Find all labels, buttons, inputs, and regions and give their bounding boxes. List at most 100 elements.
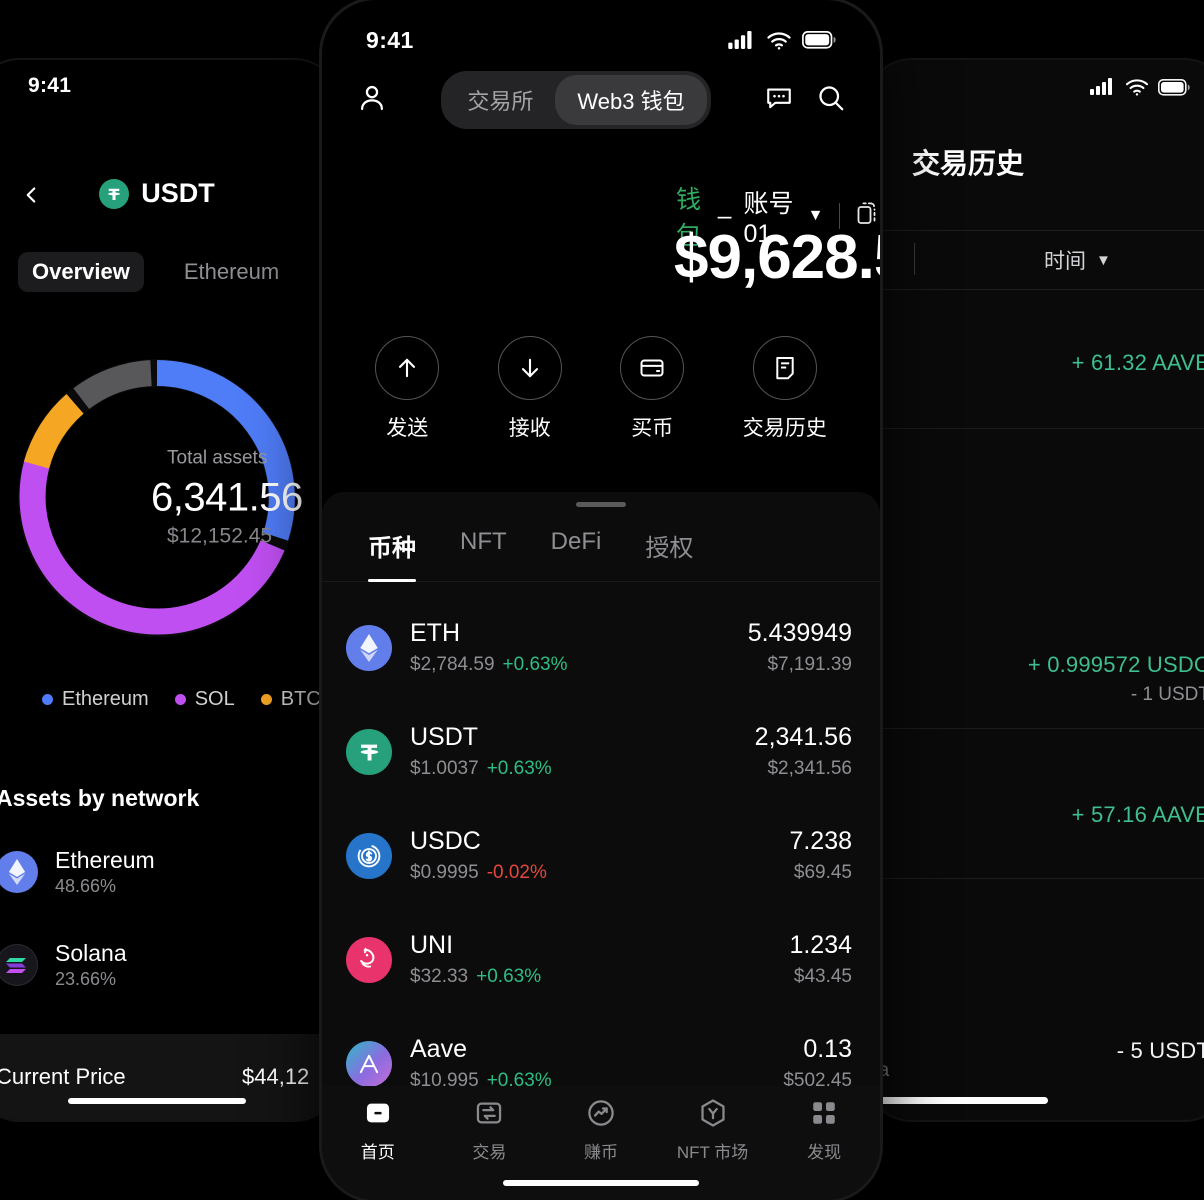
current-price-value: $44,12 bbox=[242, 1064, 310, 1089]
row-divider bbox=[866, 428, 1204, 429]
history-row[interactable]: + 57.16 AAVE bbox=[866, 802, 1204, 828]
arrow-up-icon bbox=[375, 336, 440, 400]
chevron-left-icon[interactable] bbox=[18, 182, 44, 208]
token-fiat-value: $7,191.39 bbox=[767, 654, 852, 676]
donut-center-sub: $12,152.45 bbox=[167, 524, 273, 548]
token-quantity: 2,341.56 bbox=[754, 722, 852, 751]
donut-center-values: Total assets 6,341.56 $12,152.45 bbox=[151, 448, 340, 549]
cellular-icon bbox=[728, 30, 752, 49]
chevron-down-icon: ▼ bbox=[1096, 251, 1111, 269]
action-receive[interactable]: 接收 bbox=[497, 336, 562, 442]
left-footer-price-bar: Current Price $44,12 bbox=[0, 1034, 340, 1120]
earn-icon bbox=[588, 1100, 614, 1126]
battery-icon bbox=[802, 31, 836, 49]
nav-home[interactable]: 首页 bbox=[322, 1096, 434, 1163]
nav-earn-label: 赚币 bbox=[583, 1143, 618, 1162]
action-receive-label: 接收 bbox=[508, 417, 551, 440]
assets-bottom-sheet: 币种 NFT DeFi 授权 ETH $2,784.59 +0.63% 5.439… bbox=[322, 492, 880, 1200]
network-percent: 23.66% bbox=[55, 969, 117, 990]
network-row-solana[interactable]: Solana 23.66% bbox=[0, 940, 127, 990]
token-change: +0.63% bbox=[486, 758, 552, 780]
legend-item: Ethereum bbox=[42, 688, 149, 711]
battery-icon bbox=[1158, 78, 1190, 96]
wifi-icon bbox=[767, 31, 791, 50]
mode-segmented-control[interactable]: 交易所 Web3 钱包 bbox=[441, 71, 711, 129]
account-divider bbox=[839, 203, 840, 229]
network-row-ethereum[interactable]: Ethereum 48.66% bbox=[0, 847, 155, 897]
home-indicator-left bbox=[68, 1098, 246, 1104]
token-fiat-value: $69.45 bbox=[793, 862, 852, 884]
tab-approvals[interactable]: 授权 bbox=[645, 535, 694, 562]
token-price: $1.0037 bbox=[410, 758, 479, 780]
uniswap-icon bbox=[346, 937, 392, 983]
home-icon bbox=[366, 1103, 389, 1123]
nav-earn[interactable]: 赚币 bbox=[545, 1096, 657, 1163]
token-change: -0.02% bbox=[486, 862, 547, 884]
right-table-header: ▾ 时间 ▼ bbox=[866, 230, 1204, 290]
chat-bubble-icon[interactable] bbox=[764, 83, 794, 118]
tether-icon bbox=[99, 178, 130, 209]
segment-exchange[interactable]: 交易所 bbox=[467, 89, 534, 114]
token-symbol: USDT bbox=[410, 722, 479, 751]
action-buy-label: 买币 bbox=[631, 417, 674, 440]
history-row[interactable]: + 61.32 AAVE bbox=[866, 350, 1204, 376]
table-row[interactable]: USDC $0.9995 -0.02% 7.238 $69.45 bbox=[322, 804, 880, 908]
action-history[interactable]: 交易历史 bbox=[743, 336, 827, 442]
token-list[interactable]: ETH $2,784.59 +0.63% 5.439949 $7,191.39 U… bbox=[322, 596, 880, 1116]
segment-web3-wallet[interactable]: Web3 钱包 bbox=[555, 75, 707, 125]
tab-overview[interactable]: Overview bbox=[18, 252, 144, 292]
token-change: +0.63% bbox=[502, 654, 568, 676]
copy-icon[interactable] bbox=[856, 201, 880, 232]
solana-icon bbox=[0, 944, 38, 987]
row-divider bbox=[866, 878, 1204, 879]
assets-donut-chart: Total assets 6,341.56 $12,152.45 bbox=[0, 338, 340, 658]
history-amount: + 0.999572 USDC bbox=[1027, 652, 1204, 677]
token-symbol: USDC bbox=[410, 826, 481, 855]
time-sort-label: 时间 bbox=[1044, 250, 1086, 273]
table-row[interactable]: ETH $2,784.59 +0.63% 5.439949 $7,191.39 bbox=[322, 596, 880, 700]
left-nav-bar: USDT bbox=[0, 172, 340, 232]
history-row[interactable]: + 0.999572 USDC - 1 USDT bbox=[866, 652, 1204, 706]
network-name: Ethereum bbox=[55, 847, 155, 873]
app-top-bar: 交易所 Web3 钱包 bbox=[322, 71, 880, 129]
table-row[interactable]: UNI $32.33 +0.63% 1.234 $43.45 bbox=[322, 908, 880, 1012]
nav-trade[interactable]: 交易 bbox=[434, 1096, 546, 1163]
sheet-grabber[interactable] bbox=[576, 502, 626, 507]
usdc-icon bbox=[346, 833, 392, 879]
token-price: $2,784.59 bbox=[410, 654, 495, 676]
time-sort-control[interactable]: 时间 ▼ bbox=[1044, 245, 1111, 275]
action-buy[interactable]: 买币 bbox=[620, 336, 685, 442]
wallet-account-selector[interactable]: 钱包 – 账号 01 ▼ bbox=[676, 180, 880, 252]
tab-nft[interactable]: NFT bbox=[460, 528, 507, 555]
tether-icon bbox=[346, 729, 392, 775]
left-tab-strip: Overview Ethereum O bbox=[0, 252, 340, 292]
ethereum-icon bbox=[346, 625, 392, 671]
legend-label-btc: BTC bbox=[280, 688, 321, 710]
search-icon[interactable] bbox=[816, 83, 846, 118]
table-row[interactable]: USDT $1.0037 +0.63% 2,341.56 $2,341.56 bbox=[322, 700, 880, 804]
arrow-down-icon bbox=[497, 336, 562, 400]
grid-icon bbox=[813, 1102, 835, 1124]
legend-item: SOL bbox=[174, 688, 235, 711]
action-send[interactable]: 发送 bbox=[375, 336, 440, 442]
person-icon[interactable] bbox=[356, 82, 388, 119]
legend-label-ethereum: Ethereum bbox=[62, 688, 149, 710]
donut-center-value: 6,341.56 bbox=[151, 475, 303, 520]
nav-nft-market[interactable]: NFT 市场 bbox=[657, 1096, 769, 1163]
tab-ethereum[interactable]: Ethereum bbox=[183, 259, 280, 284]
tab-coins[interactable]: 币种 bbox=[368, 528, 416, 582]
token-fiat-value: $2,341.56 bbox=[767, 758, 852, 780]
tab-defi[interactable]: DeFi bbox=[550, 528, 602, 555]
account-dash: – bbox=[717, 201, 732, 230]
row-divider bbox=[866, 728, 1204, 729]
home-indicator-right bbox=[870, 1097, 1048, 1104]
account-label: 账号 01 bbox=[743, 189, 794, 248]
history-row[interactable]: - 5 USDT bbox=[866, 1038, 1204, 1064]
nav-discover[interactable]: 发现 bbox=[768, 1096, 880, 1163]
left-page-title: USDT bbox=[0, 178, 340, 209]
chevron-down-icon[interactable]: ▼ bbox=[807, 207, 824, 224]
document-icon bbox=[752, 336, 817, 400]
status-bar-time: 9:41 bbox=[366, 26, 414, 53]
token-symbol: UNI bbox=[410, 930, 454, 959]
token-symbol: Aave bbox=[410, 1034, 467, 1063]
